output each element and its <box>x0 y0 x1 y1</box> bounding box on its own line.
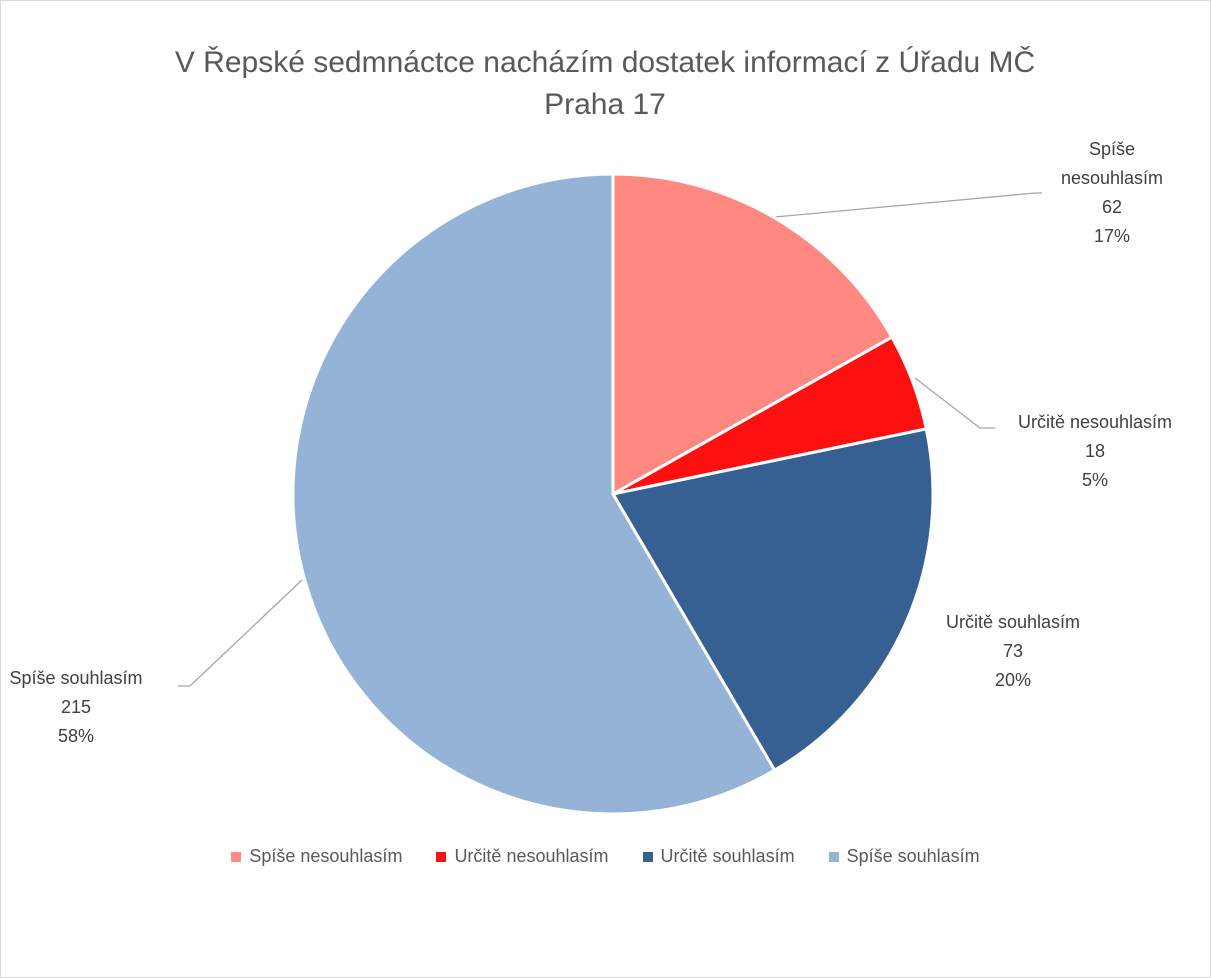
data-label-name: Spíše nesouhlasím <box>1060 139 1164 188</box>
chart-title: V Řepské sedmnáctce nacházím dostatek in… <box>174 46 1036 121</box>
pie-slice <box>610 427 935 773</box>
data-label-percent: 17% <box>1093 226 1131 246</box>
data-label: Spíše nesouhlasím 62 17% <box>1047 135 1177 251</box>
leader-lines <box>178 192 1042 687</box>
legend-label: Určitě souhlasím <box>660 846 795 866</box>
data-label-percent: 5% <box>1081 470 1108 490</box>
data-label-value: 18 <box>1084 441 1106 461</box>
data-label-value: 62 <box>1101 197 1123 217</box>
pie-slice <box>611 172 894 497</box>
data-label-value: 215 <box>60 697 92 717</box>
slices <box>291 172 935 816</box>
pie-slice <box>291 172 777 816</box>
data-label-name: Spíše souhlasím <box>9 668 143 688</box>
data-label: Určitě nesouhlasím 18 5% <box>985 408 1205 495</box>
legend-swatch <box>642 851 653 862</box>
data-label: Spíše souhlasím 215 58% <box>0 664 186 751</box>
leader-line <box>914 377 995 429</box>
legend-item: Určitě nesouhlasím <box>436 846 609 867</box>
legend-swatch <box>828 851 839 862</box>
legend-item: Určitě souhlasím <box>642 846 795 867</box>
legend-label: Spíše nesouhlasím <box>249 846 403 866</box>
data-label-percent: 58% <box>57 726 95 746</box>
legend-item: Spíše nesouhlasím <box>231 846 402 867</box>
leader-line <box>774 192 1042 218</box>
data-label: Určitě souhlasím 73 20% <box>903 608 1123 695</box>
legend-label: Určitě nesouhlasím <box>454 846 609 866</box>
legend-label: Spíše souhlasím <box>846 846 980 866</box>
leader-line <box>178 579 303 687</box>
legend: Spíše nesouhlasím Určitě nesouhlasím Určit… <box>0 846 1211 867</box>
legend-swatch <box>231 851 242 862</box>
data-label-name: Určitě souhlasím <box>945 612 1081 632</box>
legend-item: Spíše souhlasím <box>828 846 980 867</box>
data-label-name: Určitě nesouhlasím <box>1017 412 1173 432</box>
data-label-value: 73 <box>1002 641 1024 661</box>
legend-swatch <box>436 851 447 862</box>
data-label-percent: 20% <box>994 670 1032 690</box>
